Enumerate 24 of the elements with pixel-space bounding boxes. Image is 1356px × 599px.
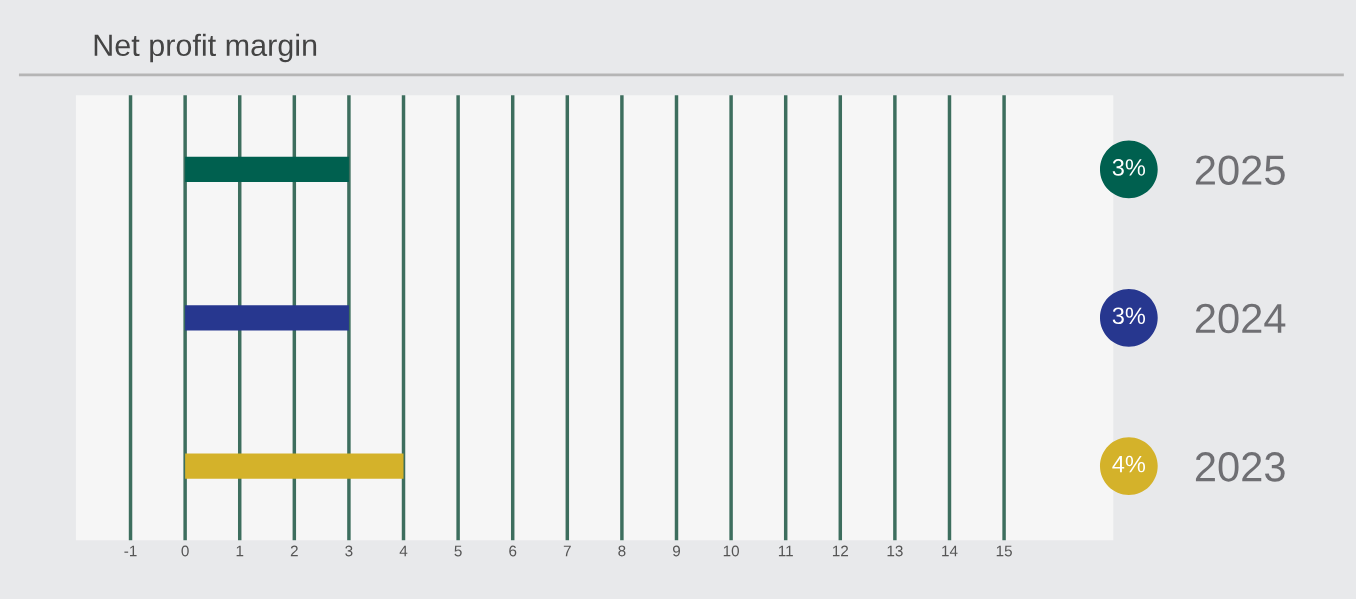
data-label: 3% [1112,159,1146,176]
data-label: 4% [1112,455,1146,473]
x-tick-label: 13 [887,545,903,557]
x-tick-label: 9 [672,545,681,557]
x-tick-label: 6 [509,545,517,557]
x-tick-label: 12 [832,545,849,557]
x-tick-label: 10 [723,545,739,557]
y-tick-label: 2024 [1195,303,1286,334]
x-tick-label: 4 [399,545,408,557]
x-tick-label: 5 [454,545,462,557]
x-tick-label: -1 [124,545,137,557]
x-tick-label: 0 [181,545,189,557]
data-label: 3% [1112,307,1146,325]
x-tick-label: 8 [618,545,626,557]
chart-title: Net profit margin [94,33,317,63]
x-tick-label: 11 [778,545,793,557]
x-tick-label: 1 [236,545,244,557]
x-tick-label: 2 [290,545,298,557]
x-tick-label: 14 [942,545,958,557]
y-tick-label: 2023 [1195,452,1285,482]
x-tick-label: 3 [345,545,353,557]
x-tick-label: 7 [563,545,571,557]
y-tick-label: 2025 [1195,155,1285,185]
x-tick-label: 15 [996,545,1012,557]
